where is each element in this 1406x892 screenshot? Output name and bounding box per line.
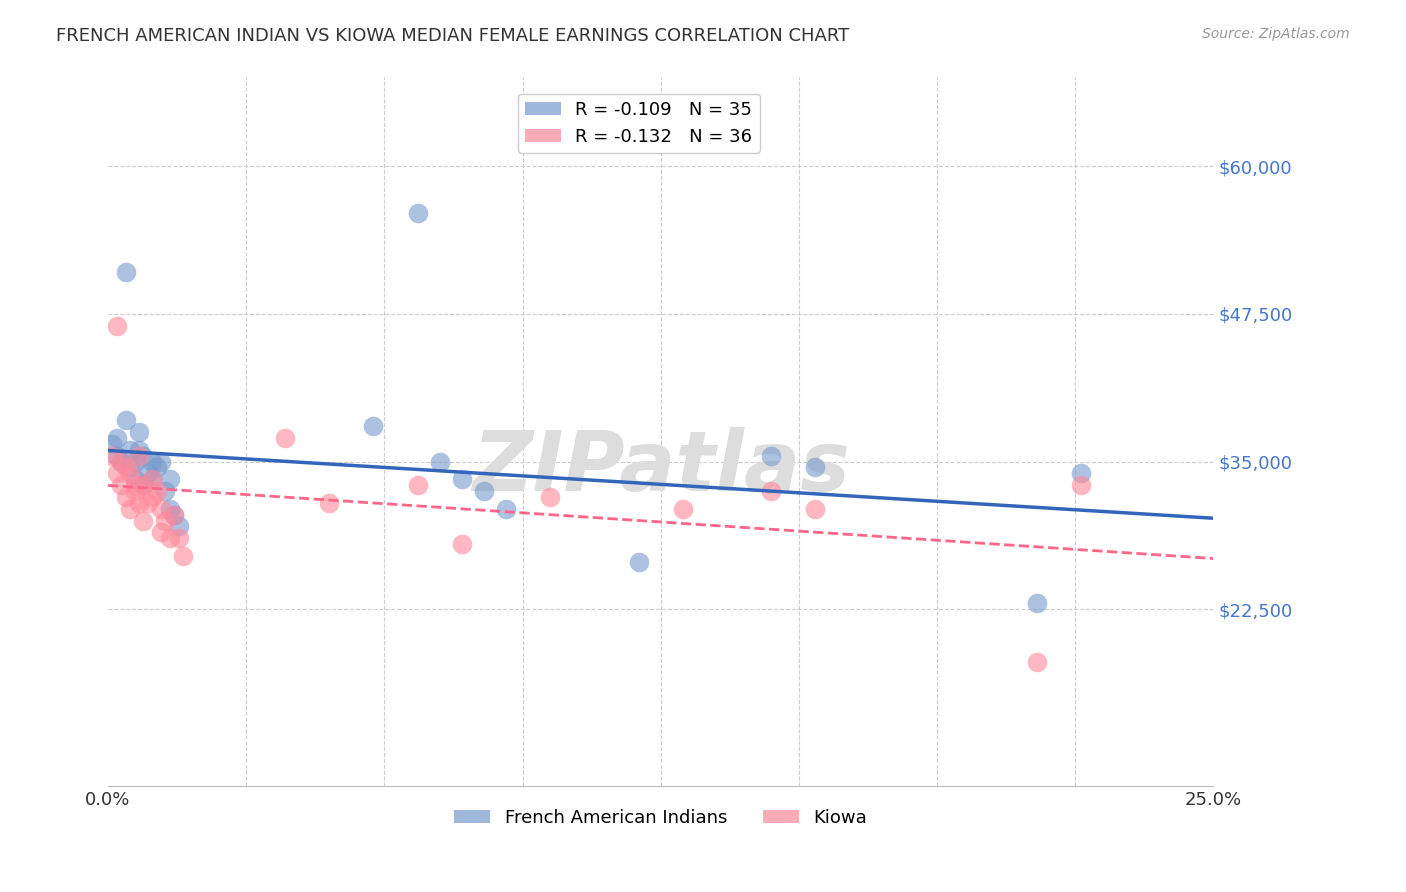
Point <box>163 508 186 522</box>
Point <box>105 318 128 333</box>
Point <box>761 484 783 499</box>
Point <box>406 206 429 220</box>
Point <box>132 478 155 492</box>
Text: FRENCH AMERICAN INDIAN VS KIOWA MEDIAN FEMALE EARNINGS CORRELATION CHART: FRENCH AMERICAN INDIAN VS KIOWA MEDIAN F… <box>56 27 849 45</box>
Point <box>141 490 163 504</box>
Point <box>363 419 385 434</box>
Point <box>155 484 177 499</box>
Point <box>114 460 136 475</box>
Point <box>132 449 155 463</box>
Point <box>159 472 181 486</box>
Text: Source: ZipAtlas.com: Source: ZipAtlas.com <box>1202 27 1350 41</box>
Point <box>761 449 783 463</box>
Point <box>163 508 186 522</box>
Point <box>1070 478 1092 492</box>
Point <box>450 537 472 551</box>
Point <box>105 449 128 463</box>
Point <box>105 467 128 481</box>
Point <box>105 431 128 445</box>
Point <box>274 431 297 445</box>
Point <box>114 265 136 279</box>
Point <box>110 454 132 468</box>
Point <box>141 472 163 486</box>
Point <box>110 454 132 468</box>
Point <box>1070 467 1092 481</box>
Point <box>124 484 146 499</box>
Point <box>429 454 451 468</box>
Point <box>110 478 132 492</box>
Text: ZIPatlas: ZIPatlas <box>472 427 849 508</box>
Point <box>124 472 146 486</box>
Point <box>114 490 136 504</box>
Point <box>318 496 340 510</box>
Legend: French American Indians, Kiowa: French American Indians, Kiowa <box>447 802 875 834</box>
Point <box>450 472 472 486</box>
Point <box>128 425 150 439</box>
Point <box>128 442 150 457</box>
Point <box>150 454 173 468</box>
Point <box>124 478 146 492</box>
Point <box>124 454 146 468</box>
Point <box>155 514 177 528</box>
Point <box>141 472 163 486</box>
Point <box>150 501 173 516</box>
Point <box>101 449 124 463</box>
Point <box>132 478 155 492</box>
Point <box>145 484 167 499</box>
Point <box>1025 596 1047 610</box>
Point <box>128 496 150 510</box>
Point <box>172 549 194 563</box>
Point <box>120 442 142 457</box>
Point <box>141 454 163 468</box>
Point <box>406 478 429 492</box>
Point <box>804 460 827 475</box>
Point <box>672 501 695 516</box>
Point <box>472 484 495 499</box>
Point <box>804 501 827 516</box>
Point <box>159 501 181 516</box>
Point <box>101 437 124 451</box>
Point <box>120 467 142 481</box>
Point <box>132 514 155 528</box>
Point <box>167 519 190 533</box>
Point <box>136 496 159 510</box>
Point <box>538 490 561 504</box>
Point <box>114 413 136 427</box>
Point <box>1025 656 1047 670</box>
Point <box>145 460 167 475</box>
Point <box>136 467 159 481</box>
Point <box>167 531 190 545</box>
Point <box>627 555 650 569</box>
Point <box>150 525 173 540</box>
Point <box>128 449 150 463</box>
Point <box>159 531 181 545</box>
Point <box>495 501 517 516</box>
Point <box>120 460 142 475</box>
Point <box>120 501 142 516</box>
